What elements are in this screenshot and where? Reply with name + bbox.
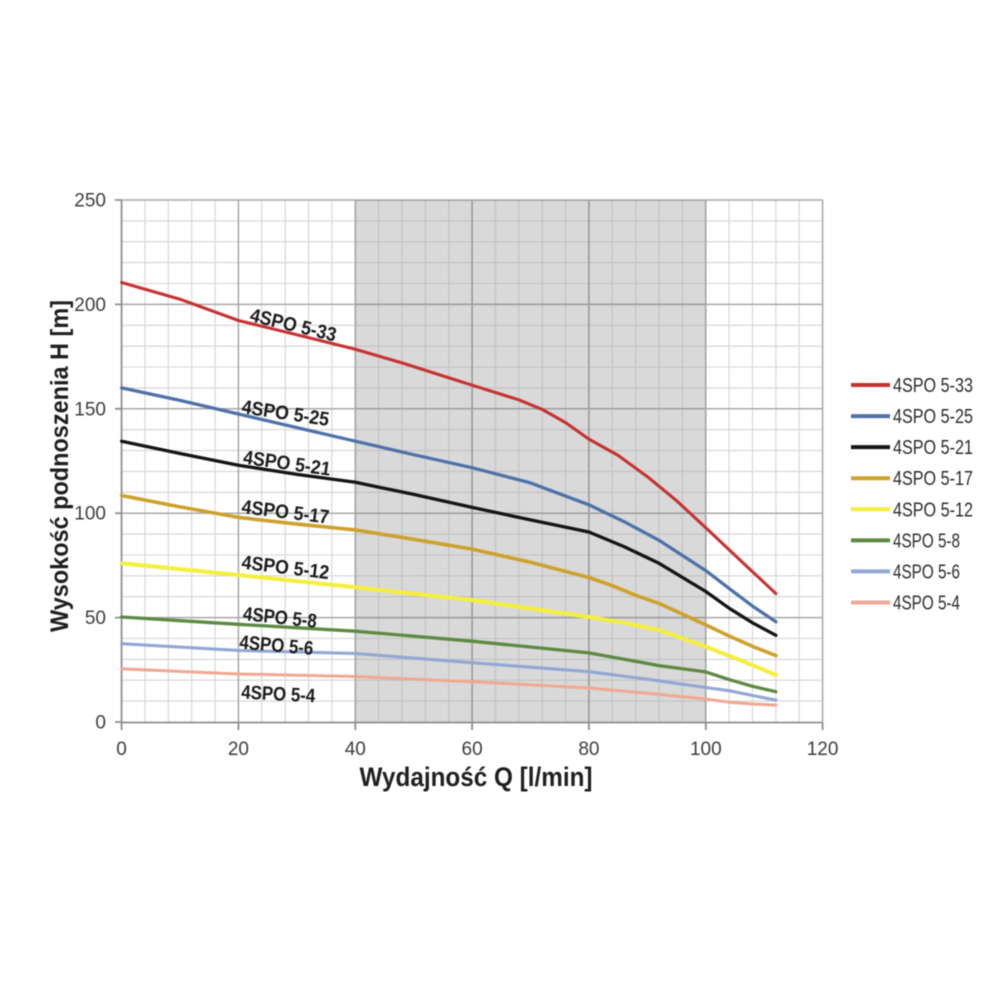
svg-text:4SPO 5-8: 4SPO 5-8 [893, 530, 960, 552]
svg-text:4SPO 5-6: 4SPO 5-6 [893, 561, 960, 583]
svg-text:4SPO 5-17: 4SPO 5-17 [893, 468, 973, 490]
svg-text:0: 0 [95, 713, 106, 734]
svg-text:50: 50 [85, 608, 106, 629]
svg-text:4SPO 5-4: 4SPO 5-4 [893, 593, 960, 615]
svg-text:200: 200 [74, 295, 106, 316]
svg-text:Wydajność Q [l/min]: Wydajność Q [l/min] [360, 762, 593, 792]
svg-text:40: 40 [345, 739, 366, 760]
svg-text:4SPO 5-12: 4SPO 5-12 [893, 499, 973, 521]
svg-text:Wysokość podnoszenia H [m]: Wysokość podnoszenia H [m] [46, 300, 74, 632]
svg-text:100: 100 [74, 504, 106, 525]
svg-text:0: 0 [116, 739, 127, 760]
svg-text:20: 20 [228, 739, 249, 760]
svg-text:100: 100 [690, 739, 722, 760]
svg-text:150: 150 [74, 399, 106, 420]
svg-text:4SPO 5-21: 4SPO 5-21 [893, 437, 973, 459]
svg-text:250: 250 [74, 191, 106, 212]
svg-text:4SPO 5-33: 4SPO 5-33 [893, 375, 973, 397]
svg-text:4SPO 5-25: 4SPO 5-25 [893, 406, 973, 428]
svg-text:120: 120 [807, 739, 839, 760]
svg-text:80: 80 [578, 739, 599, 760]
svg-text:4SPO 5-4: 4SPO 5-4 [241, 682, 316, 708]
svg-text:60: 60 [462, 739, 483, 760]
